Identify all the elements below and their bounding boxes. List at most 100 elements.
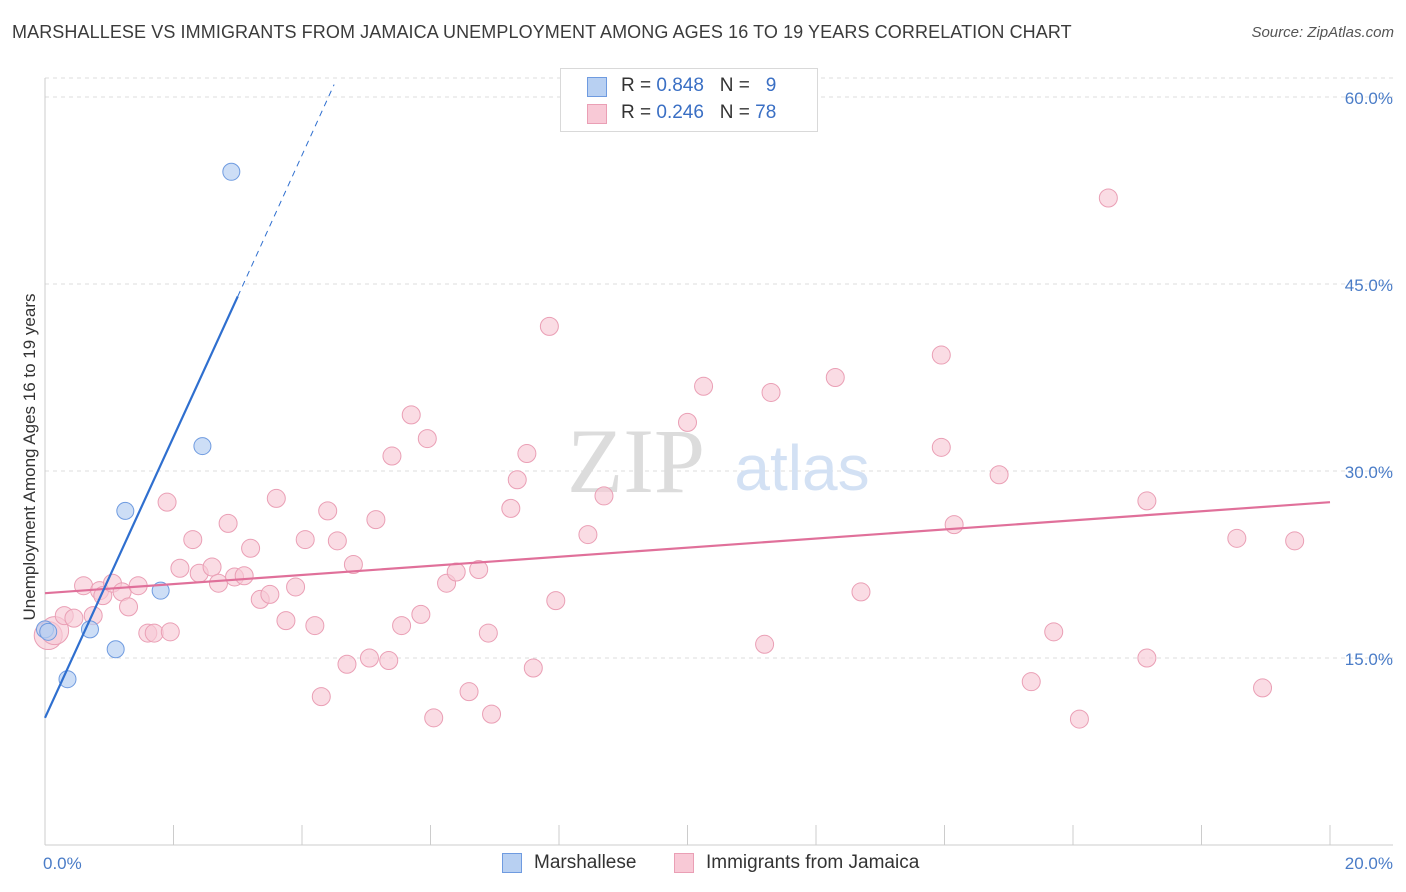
correlation-legend: R = 0.848 N = 9 R = 0.246 N = 78 (560, 68, 818, 132)
jamaica-point (170, 558, 190, 578)
jamaica-point (311, 687, 331, 707)
jamaica-point (424, 708, 444, 728)
jamaica-point (1137, 648, 1157, 668)
marshallese-trend-extension (237, 84, 335, 297)
jamaica-point (295, 530, 315, 550)
jamaica-point (119, 597, 139, 617)
jamaica-swatch (587, 104, 607, 124)
y-tick-label: 15.0% (1345, 650, 1393, 669)
jamaica-point (64, 608, 84, 628)
y-axis-title: Unemployment Among Ages 16 to 19 years (20, 294, 39, 621)
jamaica-point (761, 382, 781, 402)
jamaica-point (260, 584, 280, 604)
jamaica-point (1098, 188, 1118, 208)
jamaica-point (1044, 622, 1064, 642)
jamaica-point (469, 559, 489, 579)
tick-labels: 15.0% 30.0% 45.0% 60.0% 0.0% 20.0% (43, 89, 1393, 873)
jamaica-point (234, 566, 254, 586)
jamaica-point (1021, 672, 1041, 692)
marshallese-r-value: 0.848 (656, 75, 704, 96)
jamaica-point (1227, 528, 1247, 548)
marshallese-point (116, 501, 135, 520)
jamaica-point (286, 577, 306, 597)
jamaica-point (931, 345, 951, 365)
jamaica-point (382, 446, 402, 466)
jamaica-point (208, 573, 228, 593)
jamaica-point (594, 486, 614, 506)
jamaica-point (1253, 678, 1273, 698)
watermark: ZIP atlas (567, 410, 870, 512)
watermark-atlas: atlas (734, 432, 869, 504)
jamaica-point (1137, 491, 1157, 511)
jamaica-point (989, 465, 1009, 485)
jamaica-point (305, 616, 325, 636)
jamaica-point (337, 654, 357, 674)
legend-r-label: R = (621, 102, 657, 123)
jamaica-point (825, 368, 845, 387)
marshallese-trend-line (43, 296, 239, 719)
marshallese-point (39, 622, 58, 641)
x-tick-label-end: 20.0% (1345, 854, 1393, 873)
jamaica-point (417, 429, 437, 449)
jamaica-point (411, 604, 431, 624)
legend-n-label: N = (719, 75, 756, 96)
jamaica-point (1069, 709, 1089, 729)
jamaica-point (678, 412, 697, 432)
jamaica-point (160, 622, 180, 642)
jamaica-point (578, 525, 598, 545)
marshallese-n-value: 9 (765, 75, 777, 96)
jamaica-legend-swatch (674, 853, 694, 873)
jamaica-n-value: 78 (755, 102, 777, 123)
jamaica-point (318, 501, 338, 521)
jamaica-point (446, 562, 466, 582)
legend-r-label: R = (621, 75, 657, 96)
jamaica-point (546, 591, 566, 611)
legend-n-label: N = (719, 102, 756, 123)
jamaica-point (478, 623, 498, 643)
jamaica-point (218, 513, 238, 533)
jamaica-point (459, 682, 479, 702)
marshallese-legend-swatch (502, 853, 522, 873)
jamaica-point (755, 634, 775, 654)
marshallese-point (193, 437, 212, 456)
jamaica-point (359, 648, 379, 668)
y-tick-label: 45.0% (1345, 276, 1393, 295)
jamaica-point (241, 538, 261, 558)
marshallese-point (106, 640, 125, 659)
jamaica-point (694, 376, 714, 396)
jamaica-r-value: 0.246 (656, 102, 704, 123)
source-label: Source: ZipAtlas.com (1251, 24, 1394, 41)
jamaica-legend-label: Immigrants from Jamaica (706, 852, 920, 873)
jamaica-point (931, 437, 951, 457)
jamaica-point (379, 650, 399, 670)
jamaica-point (343, 555, 363, 574)
chart-title: MARSHALLESE VS IMMIGRANTS FROM JAMAICA U… (12, 22, 1072, 42)
marshallese-point (151, 581, 170, 600)
jamaica-point (183, 530, 203, 550)
jamaica-point (74, 576, 94, 596)
marshallese-point (222, 162, 241, 181)
jamaica-point (366, 510, 386, 530)
jamaica-point (482, 704, 502, 724)
axes (44, 78, 1393, 846)
jamaica-point (1285, 531, 1305, 551)
jamaica-point (157, 492, 177, 512)
jamaica-point (539, 316, 559, 336)
x-tick-label-start: 0.0% (43, 854, 82, 873)
jamaica-point (401, 405, 421, 425)
jamaica-point (944, 515, 964, 535)
jamaica-point (501, 498, 521, 518)
marshallese-swatch (587, 77, 607, 97)
marshallese-legend-label: Marshallese (534, 852, 637, 873)
y-tick-label: 60.0% (1345, 89, 1393, 108)
jamaica-point (266, 488, 286, 508)
jamaica-point (327, 531, 347, 551)
jamaica-point (144, 623, 164, 643)
marshallese-point (80, 620, 99, 639)
jamaica-points (33, 188, 1305, 729)
jamaica-point (851, 582, 871, 602)
trend-lines (43, 84, 1331, 719)
jamaica-point (517, 444, 537, 464)
jamaica-point (276, 611, 296, 631)
